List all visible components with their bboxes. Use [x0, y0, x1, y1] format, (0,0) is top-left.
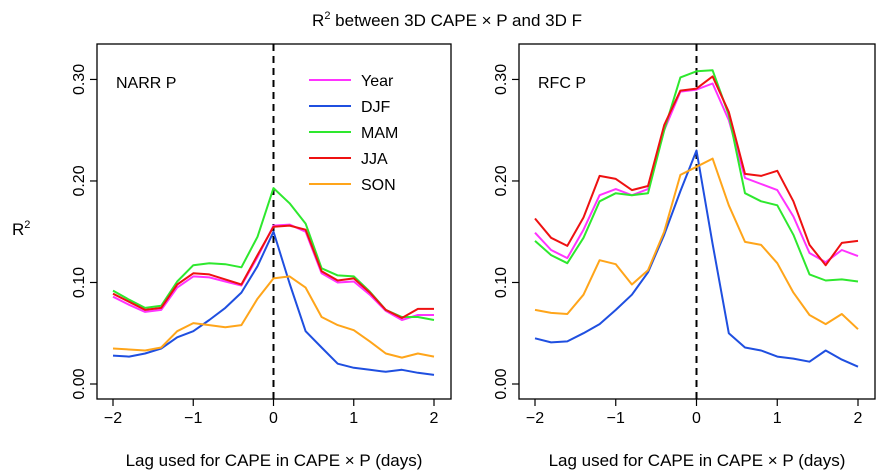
panel-label: NARR P — [116, 75, 176, 92]
panel-label: RFC P — [538, 75, 586, 92]
figure-title: R2 between 3D CAPE × P and 3D F — [312, 10, 582, 30]
x-tick-label: 1 — [773, 410, 782, 427]
x-tick-label: 2 — [854, 410, 863, 427]
y-tick-label: 0.10 — [493, 267, 510, 298]
y-tick-label: 0.30 — [71, 64, 88, 95]
x-tick-label: −2 — [104, 410, 122, 427]
series-line-jja — [112, 224, 434, 319]
x-tick-label: 0 — [269, 410, 278, 427]
x-tick-label: 2 — [430, 410, 439, 427]
y-tick-label: 0.00 — [493, 368, 510, 399]
x-tick-label: 1 — [349, 410, 358, 427]
legend-label: SON — [361, 177, 396, 194]
y-tick-label: 0.10 — [71, 267, 88, 298]
series-line-djf — [112, 230, 435, 376]
series-line-jja — [534, 75, 859, 267]
x-tick-label: −1 — [184, 410, 202, 427]
panel-narr: −2 −1 0 1 2 0.00 0.10 0.20 0.30 Lag used for CAPE… — [71, 43, 452, 470]
legend-label: Year — [361, 73, 394, 90]
series-line-mam — [534, 69, 859, 283]
y-axis-label: R2 — [12, 219, 30, 239]
x-axis-label: Lag used for CAPE in CAPE × P (days) — [126, 451, 423, 470]
legend-label: MAM — [361, 125, 398, 142]
series-line-djf — [534, 149, 859, 368]
y-tick-label: 0.30 — [493, 64, 510, 95]
y-tick-label: 0.00 — [71, 368, 88, 399]
x-axis-label: Lag used for CAPE in CAPE × P (days) — [549, 451, 846, 470]
series-line-son — [112, 275, 435, 359]
y-tick-label: 0.20 — [71, 165, 88, 196]
x-tick-label: −2 — [526, 410, 544, 427]
panel-rfc: −2 −1 0 1 2 0.00 0.10 0.20 0.30 Lag used for CAPE… — [493, 43, 876, 470]
x-tick-label: 0 — [692, 410, 701, 427]
legend-label: JJA — [361, 151, 388, 168]
legend-label: DJF — [361, 99, 391, 116]
x-tick-label: −1 — [607, 410, 625, 427]
y-tick-label: 0.20 — [493, 165, 510, 196]
series-line-son — [534, 157, 859, 330]
